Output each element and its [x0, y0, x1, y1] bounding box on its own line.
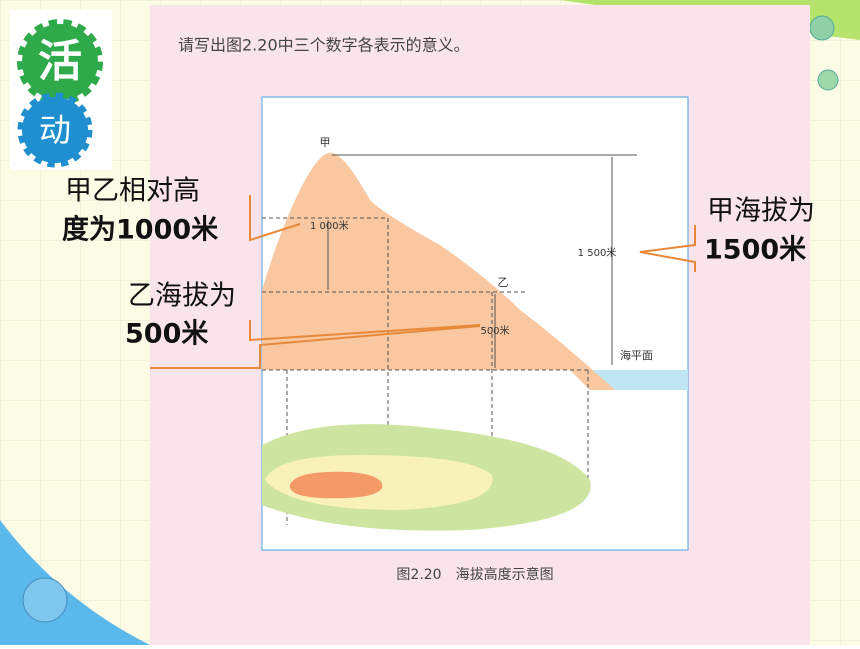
prompt: 请写出图2.20中三个数字各表示的意义。 — [178, 36, 470, 55]
badge-text: 动 — [39, 111, 71, 149]
contour-inner — [289, 471, 383, 499]
height-label: 1 500米 — [578, 246, 617, 259]
gear-blue — [17, 92, 93, 168]
bubble — [817, 69, 839, 91]
mountain — [262, 152, 615, 390]
annotation: 1500米 — [704, 235, 806, 266]
annotation: 500米 — [125, 319, 208, 350]
bubble — [22, 577, 68, 623]
sea-level-label: 海平面 — [620, 348, 653, 362]
badge-text: 活 — [38, 36, 82, 87]
annotation: 度为1000米 — [62, 214, 218, 246]
annotation: 甲乙相对高 — [65, 176, 200, 207]
sea — [590, 370, 688, 390]
height-label: 500米 — [480, 324, 509, 337]
annotation: 乙海拔为 — [128, 281, 236, 312]
height-label: 1 000米 — [310, 219, 349, 232]
peak-label: 甲 — [320, 136, 331, 149]
annotation: 甲海拔为 — [707, 196, 815, 227]
bubble — [809, 15, 835, 41]
peak-label: 乙 — [498, 276, 509, 289]
callout-lines — [150, 195, 696, 369]
caption: 图2.20 海拔高度示意图 — [396, 566, 553, 583]
